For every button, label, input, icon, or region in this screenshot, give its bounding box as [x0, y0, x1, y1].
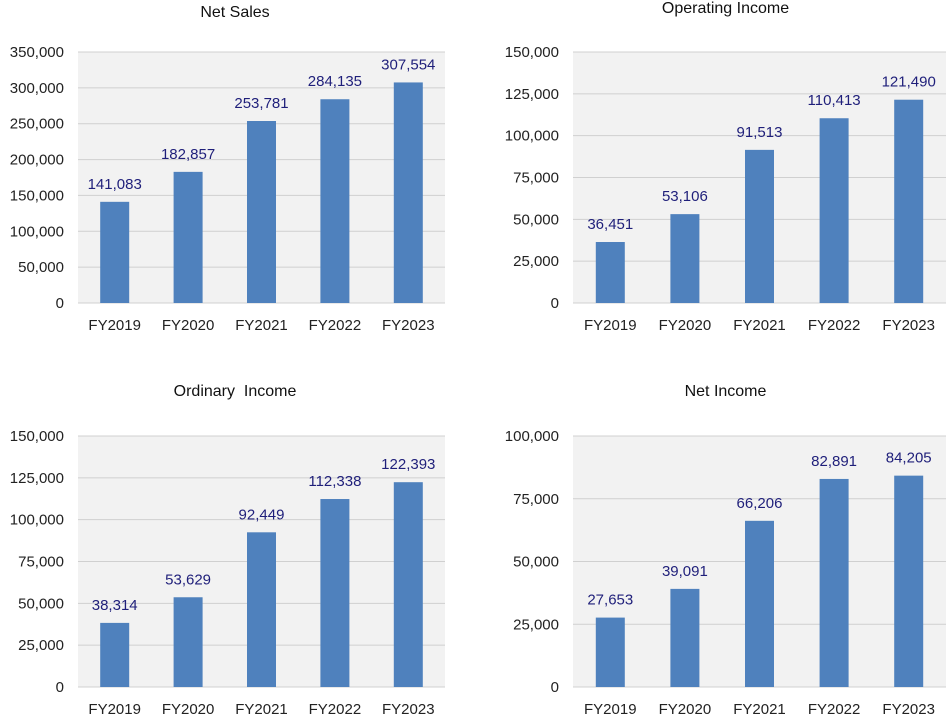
net-sales-chart: Net Sales 0 50,000 100,000 150,000 200,000 25… [0, 0, 470, 345]
chart-title: Ordinary Income [173, 383, 297, 400]
x-tick-label: FY2022 [808, 317, 861, 334]
data-label: 307,554 [381, 56, 435, 73]
data-label: 253,781 [234, 95, 288, 112]
y-tick-label: 150,000 [10, 428, 64, 445]
y-tick-label: 0 [56, 295, 64, 312]
data-label: 141,083 [88, 176, 142, 193]
x-tick-label: FY2019 [88, 317, 141, 334]
y-tick-label: 300,000 [10, 80, 64, 97]
y-tick-label: 125,000 [505, 86, 559, 103]
data-label: 53,106 [662, 188, 708, 205]
y-tick-label: 0 [551, 679, 559, 696]
y-tick-label: 200,000 [10, 152, 64, 169]
x-tick-label: FY2021 [235, 317, 288, 334]
ordinary-income-chart: Ordinary Income 0 25,000 50,000 75,000 100,0… [0, 375, 470, 718]
data-label: 39,091 [662, 563, 708, 580]
y-tick-label: 0 [56, 679, 64, 696]
ordinary-income-plot: 0 25,000 50,000 75,000 100,000 125,000 150,000… [10, 428, 445, 718]
y-tick-label: 50,000 [18, 595, 64, 612]
data-label: 53,629 [165, 571, 211, 588]
y-tick-label: 75,000 [18, 554, 64, 571]
y-tick-label: 75,000 [513, 491, 559, 508]
y-tick-label: 50,000 [513, 211, 559, 228]
data-label: 284,135 [308, 73, 362, 90]
data-label: 110,413 [808, 92, 861, 109]
chart-title: Net Sales [200, 4, 270, 21]
x-tick-label: FY2023 [382, 701, 435, 718]
bar [320, 499, 350, 687]
y-tick-label: 125,000 [10, 470, 64, 487]
x-tick-label: FY2022 [309, 701, 362, 718]
x-tick-label: FY2019 [88, 701, 141, 718]
bar [819, 478, 849, 687]
x-tick-label: FY2022 [808, 701, 861, 718]
data-label: 84,205 [886, 450, 932, 467]
operating-income-plot: 0 25,000 50,000 75,000 100,000 125,000 150,000… [505, 44, 946, 334]
data-label: 82,891 [811, 453, 857, 470]
x-tick-label: FY2020 [162, 317, 215, 334]
chart-title: Net Income [684, 383, 767, 400]
x-tick-label: FY2020 [162, 701, 215, 718]
bar [173, 597, 203, 687]
bar [595, 617, 625, 687]
net-sales-plot: 0 50,000 100,000 150,000 200,000 250,000 300,0… [10, 44, 445, 334]
bar [393, 482, 423, 687]
y-tick-label: 150,000 [505, 44, 559, 61]
y-tick-label: 100,000 [10, 223, 64, 240]
x-tick-label: FY2022 [309, 317, 362, 334]
bar [819, 118, 849, 303]
data-label: 122,393 [381, 456, 435, 473]
x-tick-label: FY2019 [584, 317, 637, 334]
y-tick-label: 75,000 [513, 170, 559, 187]
data-label: 182,857 [161, 146, 215, 163]
x-tick-label: FY2021 [235, 701, 288, 718]
y-tick-label: 25,000 [513, 616, 559, 633]
y-tick-label: 25,000 [18, 637, 64, 654]
chart-title: Operating Income [661, 0, 790, 17]
operating-income-chart: Operating Income 0 25,000 50,000 75,000 100,… [500, 0, 951, 345]
y-tick-label: 100,000 [505, 428, 559, 445]
bar [894, 99, 924, 304]
data-label: 38,314 [92, 597, 138, 614]
bar [173, 171, 203, 303]
y-tick-label: 350,000 [10, 44, 64, 61]
x-tick-label: FY2023 [382, 317, 435, 334]
y-tick-label: 25,000 [513, 253, 559, 270]
data-label: 27,653 [587, 592, 633, 609]
bar [247, 532, 276, 687]
y-tick-label: 50,000 [18, 259, 64, 276]
bar [745, 149, 774, 303]
bar [393, 82, 423, 303]
data-label: 66,206 [737, 495, 783, 512]
x-tick-label: FY2021 [733, 701, 786, 718]
x-tick-label: FY2020 [659, 701, 712, 718]
bar [670, 588, 700, 687]
x-tick-label: FY2019 [584, 701, 637, 718]
y-tick-label: 100,000 [505, 128, 559, 145]
bar [247, 121, 276, 303]
x-tick-label: FY2021 [733, 317, 786, 334]
bar [100, 622, 130, 687]
net-income-plot: 0 25,000 50,000 75,000 100,000 27,653 FY2019 39… [505, 428, 946, 718]
x-tick-label: FY2023 [882, 701, 935, 718]
data-label: 112,338 [308, 473, 361, 490]
net-income-chart: Net Income 0 25,000 50,000 75,000 100,000 27,… [500, 375, 951, 718]
bar [670, 214, 700, 303]
bar [100, 201, 130, 303]
y-tick-label: 0 [551, 295, 559, 312]
x-tick-label: FY2023 [882, 317, 935, 334]
y-tick-label: 150,000 [10, 187, 64, 204]
bar [595, 242, 625, 303]
bar [745, 520, 774, 687]
y-tick-label: 250,000 [10, 116, 64, 133]
bar [320, 99, 350, 303]
data-label: 92,449 [239, 506, 285, 523]
y-tick-label: 50,000 [513, 554, 559, 571]
x-tick-label: FY2020 [659, 317, 712, 334]
y-tick-label: 100,000 [10, 512, 64, 529]
data-label: 121,490 [882, 74, 936, 91]
data-label: 36,451 [587, 216, 633, 233]
bar [894, 475, 924, 687]
data-label: 91,513 [737, 124, 783, 141]
